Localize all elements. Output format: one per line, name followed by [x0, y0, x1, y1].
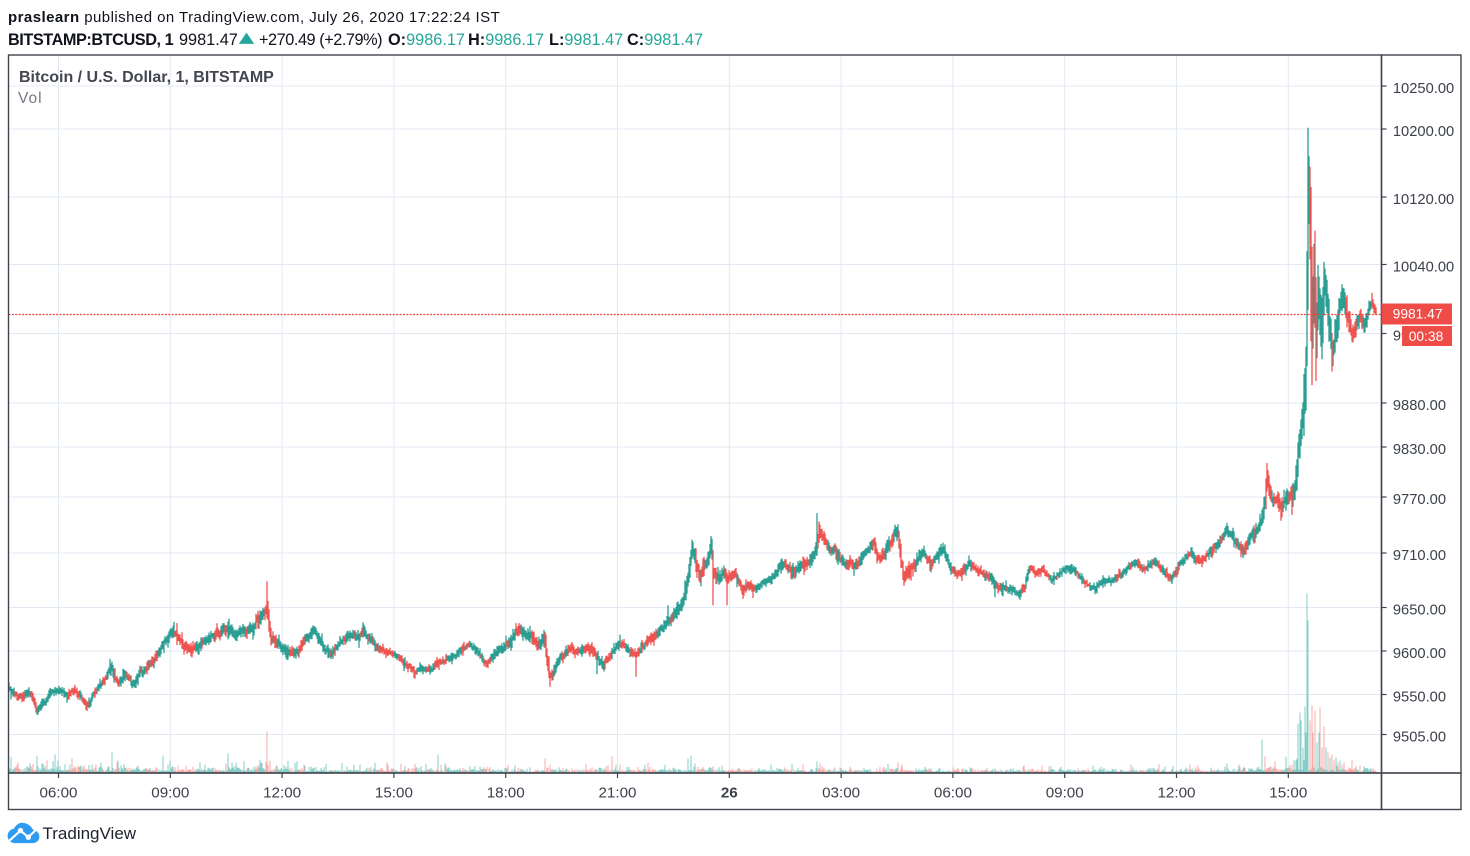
- svg-text:9505.00: 9505.00: [1393, 730, 1446, 746]
- svg-text:H:9986.17: H:9986.17: [468, 31, 544, 49]
- svg-text:TradingView: TradingView: [43, 824, 137, 843]
- svg-text:03:00: 03:00: [822, 784, 860, 801]
- svg-text:12:00: 12:00: [1157, 784, 1195, 801]
- svg-text:+270.49 (+2.79%): +270.49 (+2.79%): [259, 31, 382, 49]
- svg-text:9650.00: 9650.00: [1393, 603, 1446, 619]
- svg-text:9550.00: 9550.00: [1393, 690, 1446, 706]
- svg-text:00:38: 00:38: [1409, 329, 1444, 344]
- svg-text:10200.00: 10200.00: [1393, 124, 1454, 140]
- svg-text:09:00: 09:00: [151, 784, 189, 801]
- svg-text:06:00: 06:00: [934, 784, 972, 801]
- svg-text:Vol: Vol: [18, 90, 43, 107]
- svg-text:10250.00: 10250.00: [1393, 81, 1454, 97]
- svg-text:15:00: 15:00: [1269, 784, 1307, 801]
- svg-text:12:00: 12:00: [263, 784, 301, 801]
- svg-text:praslearn published on Trading: praslearn published on TradingView.com, …: [8, 9, 500, 26]
- svg-text:9710.00: 9710.00: [1393, 548, 1446, 564]
- svg-text:15:00: 15:00: [375, 784, 413, 801]
- svg-text:09:00: 09:00: [1046, 784, 1084, 801]
- svg-text:10120.00: 10120.00: [1393, 192, 1454, 208]
- svg-text:9830.00: 9830.00: [1393, 442, 1446, 458]
- svg-text:26: 26: [721, 784, 738, 801]
- svg-text:L:9981.47: L:9981.47: [549, 31, 623, 49]
- svg-text:18:00: 18:00: [487, 784, 525, 801]
- svg-text:21:00: 21:00: [598, 784, 636, 801]
- svg-text:9770.00: 9770.00: [1393, 492, 1446, 508]
- svg-text:O:9986.17: O:9986.17: [388, 31, 465, 49]
- svg-text:9880.00: 9880.00: [1393, 398, 1446, 414]
- svg-text:9981.47: 9981.47: [179, 31, 238, 49]
- svg-text:10040.00: 10040.00: [1393, 260, 1454, 276]
- svg-text:9600.00: 9600.00: [1393, 646, 1446, 662]
- svg-text:Bitcoin / U.S. Dollar, 1, BITS: Bitcoin / U.S. Dollar, 1, BITSTAMP: [19, 69, 274, 86]
- svg-text:C:9981.47: C:9981.47: [627, 31, 703, 49]
- svg-text:06:00: 06:00: [39, 784, 77, 801]
- svg-text:9981.47: 9981.47: [1393, 307, 1443, 322]
- svg-text:BITSTAMP:BTCUSD, 1: BITSTAMP:BTCUSD, 1: [8, 31, 174, 49]
